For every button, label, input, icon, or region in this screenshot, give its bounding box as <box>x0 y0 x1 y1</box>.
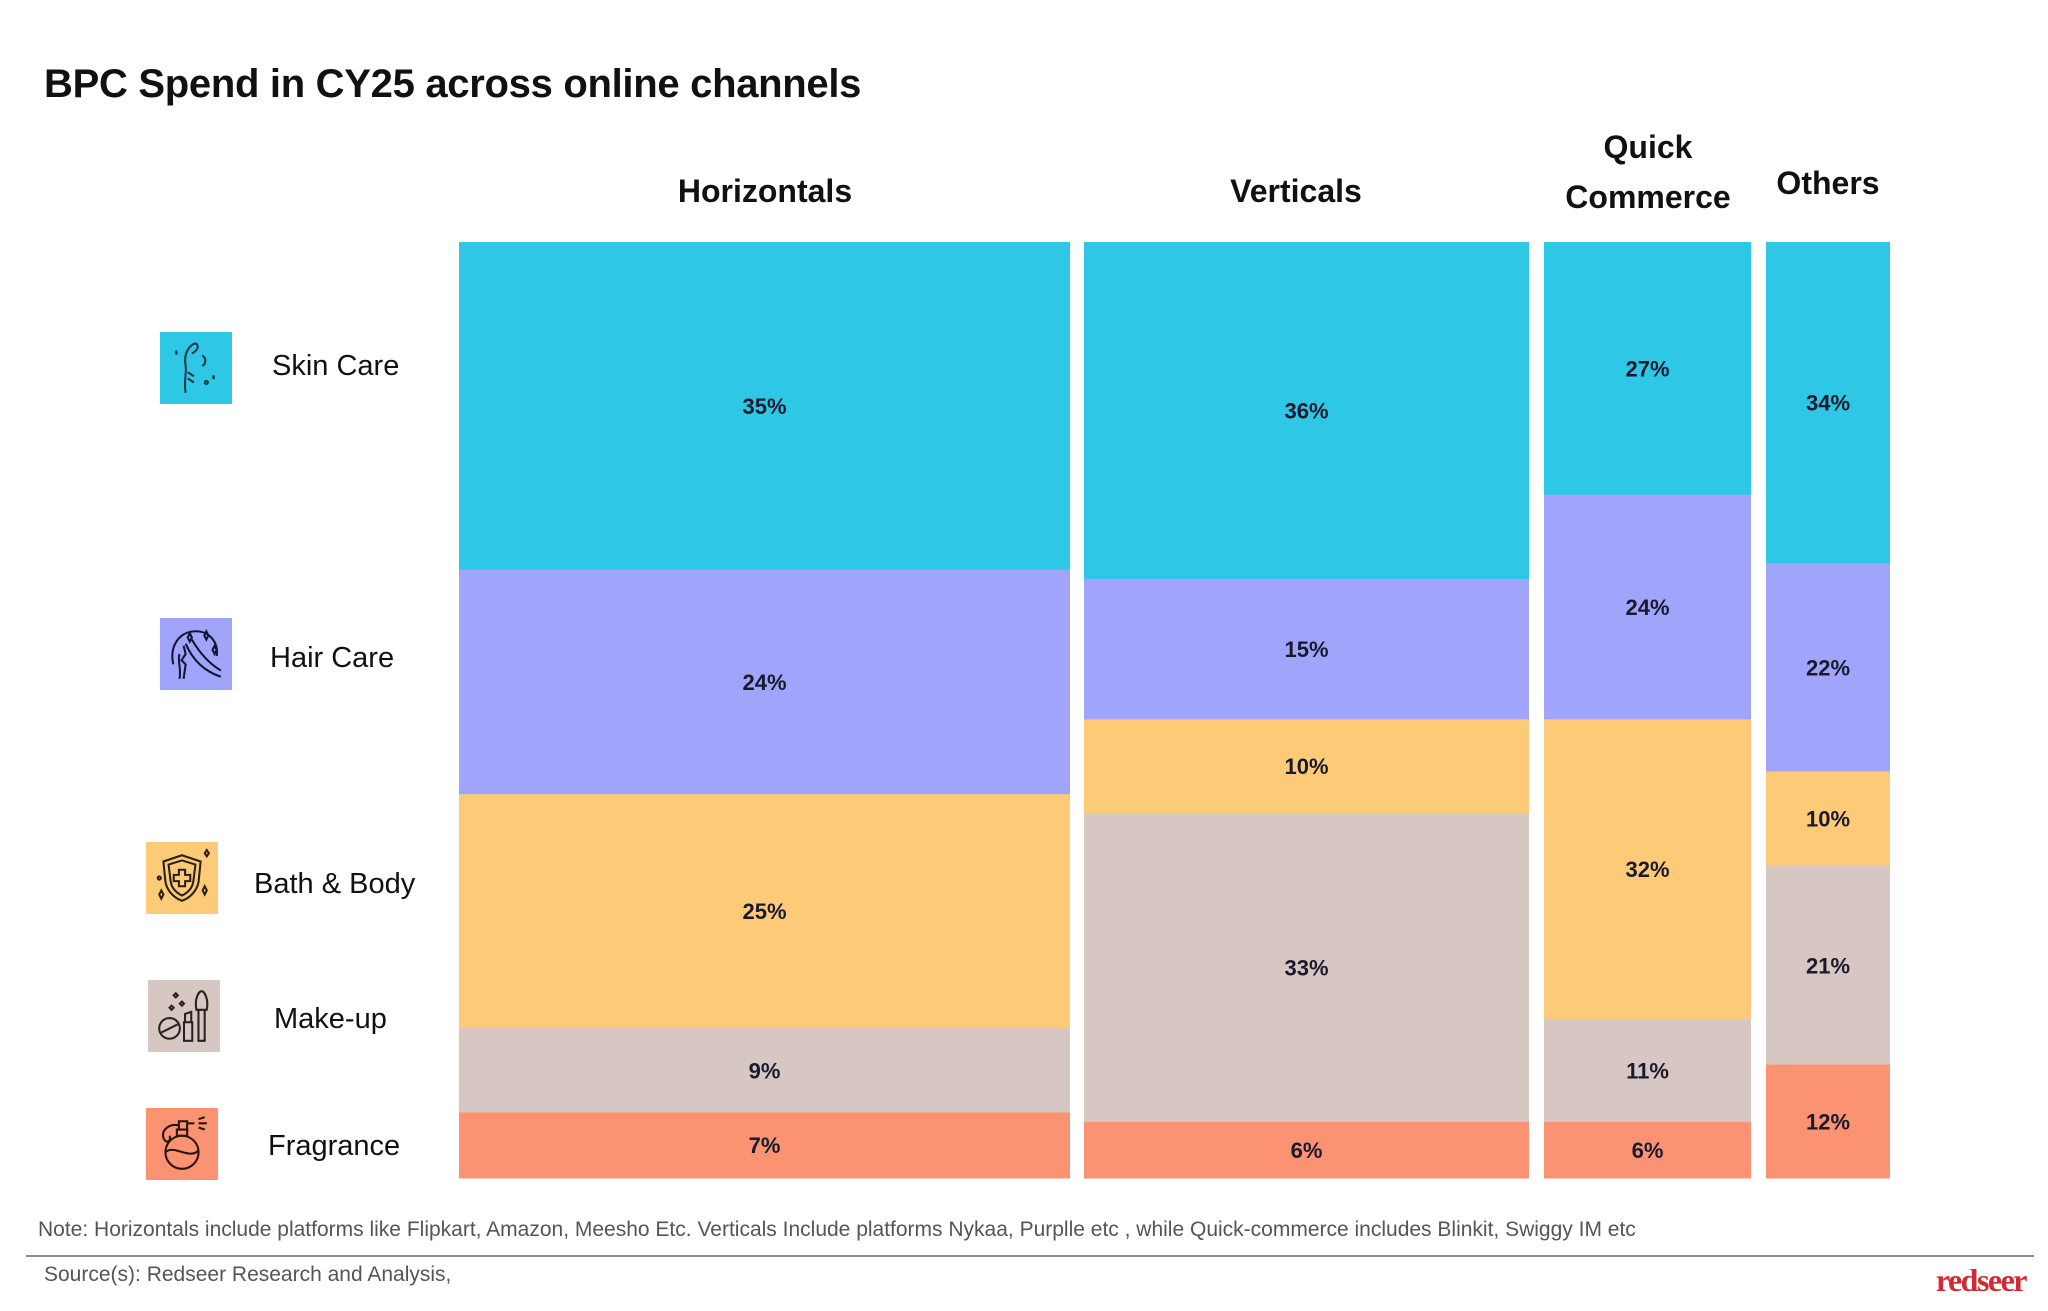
legend-item-bath-body <box>146 838 218 918</box>
data-label-verticals-bath-body: 10% <box>1284 754 1328 779</box>
data-label-quick-commerce-fragrance: 6% <box>1632 1138 1664 1163</box>
source-text: Source(s): Redseer Research and Analysis… <box>44 1263 452 1286</box>
legend-label-make-up: Make-up <box>274 1003 387 1035</box>
column-verticals: 36% 15% 10% 33% 6% <box>1084 242 1529 1179</box>
legend-item-hair-care <box>160 614 232 694</box>
face-skincare-icon <box>160 332 232 404</box>
segment-others-skin-care <box>1766 242 1890 564</box>
segment-verticals-bath-body <box>1084 719 1529 814</box>
perfume-bottle-icon <box>146 1108 218 1180</box>
data-label-horizontals-fragrance: 7% <box>749 1133 781 1158</box>
segment-verticals-skin-care <box>1084 242 1529 580</box>
data-label-others-hair-care: 22% <box>1806 655 1850 680</box>
legend-item-fragrance <box>146 1104 218 1184</box>
segment-others-fragrance <box>1766 1064 1890 1179</box>
segment-quick-commerce-bath-body <box>1544 719 1751 1020</box>
legend-item-skin-care <box>160 328 232 408</box>
column-others: 34% 22% 10% 21% 12% <box>1766 242 1890 1179</box>
data-label-others-fragrance: 12% <box>1806 1109 1850 1134</box>
segment-horizontals-fragrance <box>459 1112 1070 1179</box>
data-label-verticals-fragrance: 6% <box>1291 1138 1323 1163</box>
data-label-others-skin-care: 34% <box>1806 391 1850 416</box>
data-label-quick-commerce-hair-care: 24% <box>1625 595 1669 620</box>
segment-others-bath-body <box>1766 771 1890 867</box>
column-header-others: Others <box>1776 165 1880 201</box>
column-header-quick-commerce: Quick Commerce <box>1528 122 1768 222</box>
segment-horizontals-make-up <box>459 1028 1070 1113</box>
data-label-quick-commerce-skin-care: 27% <box>1625 356 1669 381</box>
legend-label-fragrance: Fragrance <box>268 1130 401 1162</box>
segment-quick-commerce-fragrance <box>1544 1121 1751 1179</box>
segment-quick-commerce-skin-care <box>1544 242 1751 496</box>
data-label-others-make-up: 21% <box>1806 953 1850 978</box>
legend-label-hair-care: Hair Care <box>270 642 395 674</box>
data-label-verticals-skin-care: 36% <box>1284 398 1328 423</box>
column-header-quick-line1: Quick <box>1603 129 1693 165</box>
legend-label-skin-care: Skin Care <box>272 350 400 382</box>
data-label-horizontals-hair-care: 24% <box>742 670 786 695</box>
shield-cross-icon <box>146 842 218 914</box>
hair-woman-icon <box>160 618 232 690</box>
column-header-quick-line2: Commerce <box>1565 179 1731 215</box>
column-header-horizontals: Horizontals <box>677 173 853 209</box>
legend-item-make-up <box>148 976 220 1056</box>
legend-label-bath-body: Bath & Body <box>254 868 416 900</box>
data-label-horizontals-skin-care: 35% <box>742 394 786 419</box>
makeup-brush-icon <box>148 980 220 1052</box>
footnote: Note: Horizontals include platforms like… <box>38 1218 1636 1241</box>
data-label-quick-commerce-make-up: 11% <box>1626 1058 1669 1083</box>
column-horizontals: 35% 24% 25% 9% 7% <box>459 242 1070 1179</box>
data-label-verticals-hair-care: 15% <box>1284 637 1328 662</box>
column-quick-commerce: 27% 24% 32% 11% 6% <box>1544 242 1751 1179</box>
column-header-verticals: Verticals <box>1230 173 1362 209</box>
data-label-others-bath-body: 10% <box>1806 807 1850 832</box>
segment-quick-commerce-make-up <box>1544 1018 1751 1123</box>
segment-quick-commerce-hair-care <box>1544 494 1751 720</box>
segment-others-make-up <box>1766 866 1890 1066</box>
footer-divider <box>26 1255 2034 1257</box>
segment-horizontals-hair-care <box>459 569 1070 795</box>
data-label-horizontals-make-up: 9% <box>749 1058 781 1083</box>
segment-verticals-hair-care <box>1084 578 1529 720</box>
chart-title: BPC Spend in CY25 across online channels <box>44 62 862 106</box>
segment-verticals-make-up <box>1084 812 1529 1123</box>
redseer-logo: redseer <box>1935 1262 2028 1298</box>
segment-verticals-fragrance <box>1084 1121 1529 1179</box>
segment-others-hair-care <box>1766 563 1890 772</box>
segment-horizontals-bath-body <box>459 794 1070 1029</box>
segment-horizontals-skin-care <box>459 242 1070 571</box>
data-label-verticals-make-up: 33% <box>1284 955 1328 980</box>
data-label-horizontals-bath-body: 25% <box>742 899 786 924</box>
data-label-quick-commerce-bath-body: 32% <box>1625 857 1669 882</box>
